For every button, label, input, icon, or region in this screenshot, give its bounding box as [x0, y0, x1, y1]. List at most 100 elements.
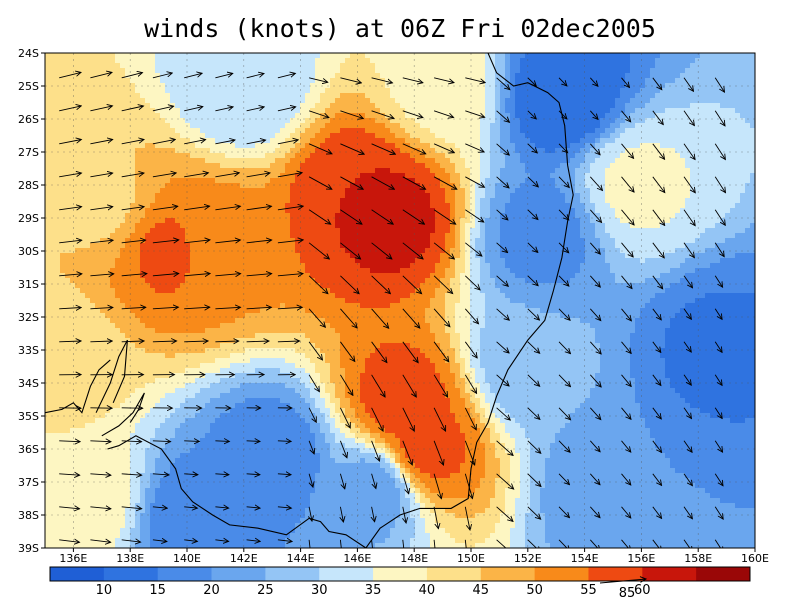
- wind-vector: [402, 143, 426, 154]
- longitude-tick-label: 158E: [684, 552, 712, 565]
- wind-vector: [589, 473, 600, 485]
- wind-vector: [152, 474, 169, 475]
- wind-vector: [714, 473, 723, 486]
- wind-vector: [371, 176, 395, 190]
- wind-vector: [652, 275, 663, 289]
- wind-vector: [121, 307, 146, 309]
- wind-vector: [277, 173, 302, 178]
- wind-vector: [527, 275, 538, 286]
- wind-vector: [465, 176, 484, 188]
- wind-vector: [621, 473, 631, 485]
- latitude-tick-label: 37S: [18, 476, 39, 489]
- wind-vector: [308, 341, 322, 360]
- wind-vector: [308, 539, 311, 548]
- colorbar-swatch: [157, 567, 212, 581]
- wind-vector: [308, 143, 332, 154]
- wind-vector: [215, 73, 232, 79]
- wind-vector: [589, 407, 601, 420]
- wind-vector: [152, 274, 179, 276]
- wind-vector: [714, 308, 722, 320]
- wind-vector: [121, 140, 144, 145]
- wind-vector: [433, 407, 446, 431]
- wind-vector: [90, 540, 110, 543]
- wind-vector: [402, 242, 423, 259]
- wind-vector: [558, 341, 571, 354]
- wind-vector: [371, 407, 384, 431]
- wind-vector: [652, 176, 665, 193]
- wind-vector: [215, 507, 228, 508]
- wind-vector: [371, 77, 393, 83]
- wind-vector: [527, 308, 540, 320]
- wind-vector: [277, 307, 302, 309]
- wind-vector: [371, 242, 392, 259]
- wind-vector: [371, 308, 389, 329]
- latitude-tick-label: 38S: [18, 509, 39, 522]
- latitude-tick-label: 35S: [18, 410, 39, 423]
- wind-vector: [589, 209, 601, 223]
- wind-vector: [465, 242, 482, 256]
- wind-vector: [371, 275, 391, 294]
- colorbar-label: 20: [203, 583, 220, 598]
- colorbar-label: 40: [419, 583, 436, 598]
- wind-vector: [433, 143, 454, 153]
- wind-vector: [59, 474, 79, 475]
- wind-vector: [714, 143, 725, 160]
- wind-vector: [371, 374, 386, 397]
- wind-vector: [464, 506, 470, 530]
- colorbar-label: 50: [526, 583, 543, 598]
- wind-vector: [527, 242, 538, 253]
- wind-vector: [121, 507, 142, 509]
- wind-vector: [215, 173, 239, 178]
- colorbar-label: 30: [311, 583, 328, 598]
- wind-vector: [90, 240, 113, 243]
- colorbar-swatch: [319, 567, 374, 581]
- wind-vector: [152, 73, 172, 79]
- wind-vector: [308, 77, 328, 83]
- wind-vector: [184, 507, 197, 508]
- wind-vector: [215, 107, 233, 112]
- wind-vector: [433, 341, 449, 362]
- wind-vector: [527, 506, 541, 519]
- wind-vector: [184, 441, 199, 442]
- wind-vector: [152, 441, 171, 442]
- wind-vector: [184, 140, 205, 145]
- wind-vector: [527, 143, 538, 153]
- wind-vector: [589, 539, 600, 548]
- wind-vector: [527, 473, 541, 487]
- wind-vector: [308, 209, 331, 224]
- latitude-tick-label: 25S: [18, 80, 39, 93]
- wind-vector: [652, 506, 662, 519]
- colorbar-swatch: [588, 567, 643, 581]
- wind-vector: [59, 173, 81, 178]
- wind-vector: [246, 107, 265, 112]
- wind-vector: [340, 110, 363, 119]
- wind-vector: [621, 341, 632, 354]
- wind-vector: [277, 540, 292, 542]
- wind-vector: [59, 140, 81, 145]
- wind-vector: [527, 407, 540, 420]
- longitude-tick-label: 140E: [173, 552, 201, 565]
- wind-vector: [340, 506, 343, 522]
- wind-vector: [277, 140, 298, 145]
- wind-vector: [527, 110, 537, 119]
- wind-vector: [496, 308, 510, 320]
- wind-vector: [433, 209, 456, 224]
- wind-vector: [90, 441, 111, 442]
- wind-vector: [277, 73, 296, 79]
- latitude-tick-label: 36S: [18, 443, 39, 456]
- longitude-tick-label: 160E: [741, 552, 769, 565]
- wind-vector: [558, 308, 570, 321]
- latitude-tick-label: 24S: [18, 47, 39, 60]
- wind-vector: [558, 242, 569, 253]
- colorbar-label: 55: [580, 583, 597, 598]
- wind-vector: [215, 240, 240, 243]
- wind-vector: [402, 440, 413, 465]
- wind-vector: [277, 274, 303, 276]
- wind-vector: [714, 506, 723, 519]
- wind-vector: [714, 242, 724, 257]
- wind-vector: [402, 308, 420, 328]
- wind-vector: [683, 539, 693, 548]
- wind-vector: [589, 275, 600, 287]
- wind-vector: [308, 110, 329, 118]
